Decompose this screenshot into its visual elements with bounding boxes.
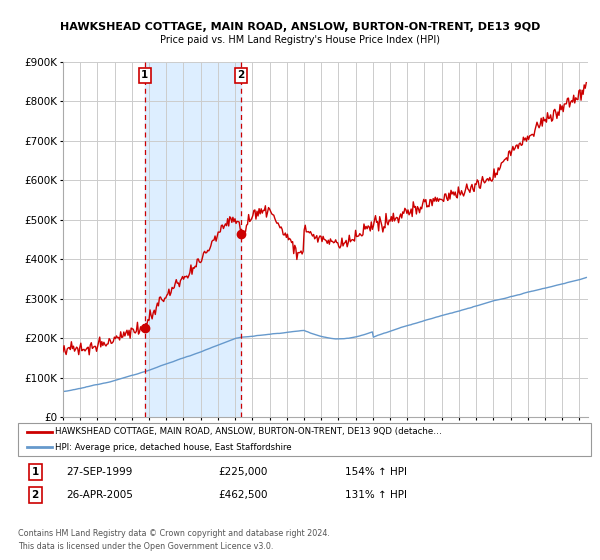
FancyBboxPatch shape [18, 423, 591, 456]
Text: 2: 2 [237, 71, 244, 80]
Text: 154% ↑ HPI: 154% ↑ HPI [344, 467, 407, 477]
Text: 1: 1 [141, 71, 148, 80]
Text: HAWKSHEAD COTTAGE, MAIN ROAD, ANSLOW, BURTON-ON-TRENT, DE13 9QD (detache…: HAWKSHEAD COTTAGE, MAIN ROAD, ANSLOW, BU… [55, 427, 442, 436]
Text: Price paid vs. HM Land Registry's House Price Index (HPI): Price paid vs. HM Land Registry's House … [160, 35, 440, 45]
Text: 27-SEP-1999: 27-SEP-1999 [67, 467, 133, 477]
Text: 2: 2 [32, 490, 39, 500]
Text: £225,000: £225,000 [218, 467, 268, 477]
Text: HAWKSHEAD COTTAGE, MAIN ROAD, ANSLOW, BURTON-ON-TRENT, DE13 9QD: HAWKSHEAD COTTAGE, MAIN ROAD, ANSLOW, BU… [60, 22, 540, 32]
Text: This data is licensed under the Open Government Licence v3.0.: This data is licensed under the Open Gov… [18, 542, 274, 550]
Text: 26-APR-2005: 26-APR-2005 [67, 490, 134, 500]
Text: 1: 1 [32, 467, 39, 477]
Text: £462,500: £462,500 [218, 490, 268, 500]
Text: 131% ↑ HPI: 131% ↑ HPI [344, 490, 407, 500]
Text: HPI: Average price, detached house, East Staffordshire: HPI: Average price, detached house, East… [55, 443, 292, 452]
Text: Contains HM Land Registry data © Crown copyright and database right 2024.: Contains HM Land Registry data © Crown c… [18, 529, 330, 538]
Bar [145, 62, 241, 417]
